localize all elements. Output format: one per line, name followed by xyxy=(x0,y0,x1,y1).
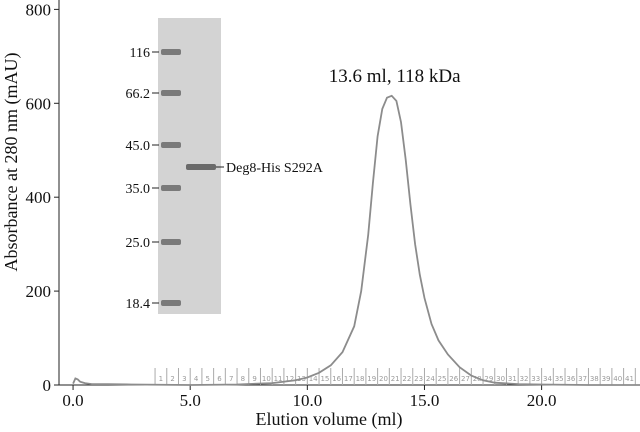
fraction-label: 34 xyxy=(543,375,552,383)
x-tick-label: 0.0 xyxy=(62,391,83,410)
fraction-label: 16 xyxy=(332,375,341,383)
y-tick-label: 800 xyxy=(26,0,52,19)
x-tick-label: 5.0 xyxy=(180,391,201,410)
fraction-label: 2 xyxy=(170,375,174,383)
fraction-label: 10 xyxy=(262,375,271,383)
fraction-ruler: 1 2 3 4 5 6 7 8 9 10 11 12 13 14 15 16 17 18 19 20 21 22 23 24 2… xyxy=(154,368,636,385)
band-label: Deg8-His S292A xyxy=(226,161,324,176)
y-tick-label: 400 xyxy=(26,188,52,207)
fraction-label: 30 xyxy=(496,375,505,383)
peak-annotation: 13.6 ml, 118 kDa xyxy=(329,66,461,87)
fraction-label: 29 xyxy=(484,375,493,383)
fraction-label: 21 xyxy=(391,375,400,383)
fraction-label: 31 xyxy=(508,375,517,383)
y-tick-label: 0 xyxy=(43,376,52,395)
sample-band xyxy=(186,164,216,170)
fraction-label: 28 xyxy=(473,375,482,383)
marker-band xyxy=(161,185,181,191)
fraction-label: 32 xyxy=(520,375,529,383)
fraction-label: 6 xyxy=(217,375,222,383)
y-tick-label: 600 xyxy=(26,94,52,113)
fraction-label: 3 xyxy=(182,375,186,383)
marker-label: 66.2 xyxy=(126,87,151,102)
fraction-label: 40 xyxy=(613,375,622,383)
fraction-label: 19 xyxy=(367,375,376,383)
fraction-label: 24 xyxy=(426,375,435,383)
fraction-label: 5 xyxy=(206,375,210,383)
marker-label: 35.0 xyxy=(126,182,151,197)
marker-band xyxy=(161,49,181,55)
marker-band xyxy=(161,239,181,245)
fraction-label: 9 xyxy=(252,375,256,383)
fraction-label: 11 xyxy=(274,375,283,383)
fraction-label: 39 xyxy=(602,375,611,383)
fraction-label: 37 xyxy=(578,375,587,383)
series-line xyxy=(72,94,640,386)
fraction-label: 17 xyxy=(344,375,353,383)
marker-band xyxy=(161,142,181,148)
fraction-label: 20 xyxy=(379,375,388,383)
x-tick-label: 15.0 xyxy=(410,391,440,410)
fraction-label: 18 xyxy=(356,375,365,383)
fraction-label: 26 xyxy=(449,375,458,383)
fraction-label: 36 xyxy=(566,375,575,383)
x-tick-label: 20.0 xyxy=(527,391,557,410)
y-axis-label: Absorbance at 280 nm (mAU) xyxy=(1,53,22,272)
fraction-label: 41 xyxy=(625,375,634,383)
fraction-label: 15 xyxy=(320,375,329,383)
marker-label: 25.0 xyxy=(126,236,151,251)
fraction-label: 35 xyxy=(555,375,564,383)
x-axis-label: Elution volume (ml) xyxy=(256,409,403,430)
marker-band xyxy=(161,300,181,306)
fraction-label: 33 xyxy=(531,375,540,383)
gel-inset: 116 66.2 45.0 35.0 25.0 18.4 Deg8-His S292A xyxy=(126,18,324,314)
marker-label: 116 xyxy=(130,46,150,61)
fraction-label: 14 xyxy=(309,375,318,383)
annotations: 13.6 ml, 118 kDa xyxy=(329,66,461,87)
absorbance-trace xyxy=(72,94,640,386)
marker-label: 18.4 xyxy=(126,297,151,312)
marker-label: 45.0 xyxy=(126,139,151,154)
axes: 0 200 400 600 800 0.0 5.0 10.0 15.0 20.0 xyxy=(26,0,640,410)
fraction-label: 1 xyxy=(159,375,163,383)
fraction-label: 4 xyxy=(194,375,199,383)
x-tick-label: 10.0 xyxy=(292,391,322,410)
fraction-label: 38 xyxy=(590,375,599,383)
fraction-label: 23 xyxy=(414,375,423,383)
fraction-label: 8 xyxy=(241,375,245,383)
fraction-label: 12 xyxy=(285,375,294,383)
fraction-label: 7 xyxy=(229,375,233,383)
y-tick-label: 200 xyxy=(26,282,52,301)
fraction-label: 27 xyxy=(461,375,470,383)
fraction-label: 22 xyxy=(402,375,411,383)
marker-band xyxy=(161,90,181,96)
fraction-label: 25 xyxy=(438,375,447,383)
